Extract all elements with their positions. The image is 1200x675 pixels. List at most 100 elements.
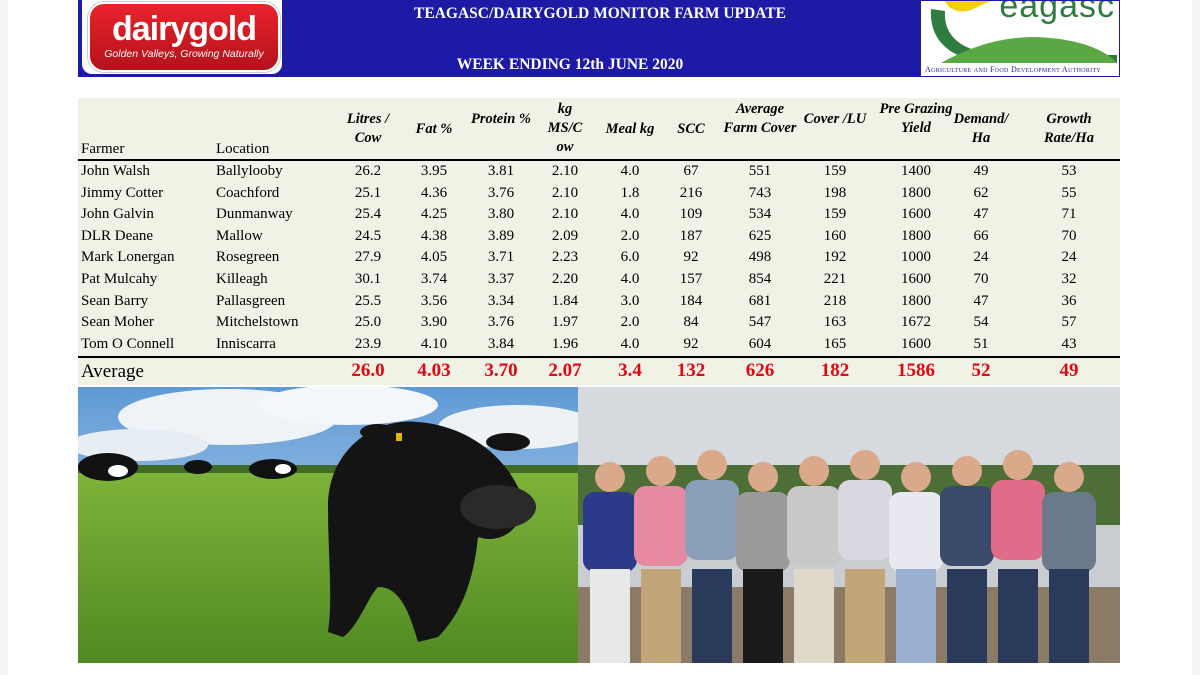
teagasc-subtitle: Agriculture and Food Development Authori… (925, 65, 1102, 74)
column-header-protein: Protein % (470, 111, 531, 127)
teagasc-logo: eagasc Agriculture and Food Development … (920, 0, 1120, 77)
table-cell: 4.38 (420, 227, 448, 244)
person-legs (692, 569, 732, 663)
average-label: Average (81, 361, 144, 382)
table-cell: 25.5 (354, 292, 382, 309)
farmer-name: Tom O Connell (81, 335, 175, 352)
person-head (1003, 450, 1033, 480)
table-cell: 1800 (901, 184, 931, 201)
table-cell: 1.96 (551, 335, 579, 352)
average-value: 3.70 (484, 360, 518, 381)
table-cell: 2.0 (620, 227, 640, 244)
table-cell: 3.56 (420, 292, 448, 309)
table-cell: 25.1 (354, 184, 382, 201)
person-legs (794, 569, 834, 663)
table-cell: 221 (823, 271, 847, 287)
table-row: Tom O Connell Inniscarra 23.9 4.10 3.84 1.96 4… (78, 334, 1120, 356)
table-cell: 2.09 (551, 227, 579, 244)
table-cell: 2.10 (551, 206, 579, 223)
average-row: Average 26.0 4.03 3.70 2.07 3.4 132 626 182 1586… (78, 359, 1120, 385)
table-cell: 4.36 (420, 184, 448, 201)
table-cell: 547 (748, 314, 772, 331)
table-cell: 4.05 (420, 249, 448, 266)
table-cell: 4.0 (620, 335, 640, 352)
cow-in-field-photo (78, 387, 578, 663)
table-cell: 71 (1061, 206, 1077, 223)
person-head (697, 450, 727, 480)
person-torso (1042, 492, 1096, 572)
person-torso (634, 486, 688, 566)
table-row: John Walsh Ballylooby 26.2 3.95 3.81 2.10 4.0 6… (78, 161, 1120, 183)
table-cell: 70 (973, 271, 989, 287)
table-cell: 1600 (901, 206, 931, 223)
farmer-name: Sean Barry (81, 292, 149, 309)
person-torso (991, 480, 1045, 560)
person-head (952, 456, 982, 486)
person-torso (685, 480, 739, 560)
table-cell: 625 (748, 227, 772, 244)
average-value: 26.0 (351, 360, 385, 381)
average-value: 626 (745, 360, 775, 381)
table-row: John Galvin Dunmanway 25.4 4.25 3.80 2.10 4.0 1… (78, 204, 1120, 226)
table-cell: 3.76 (487, 314, 515, 331)
farmer-name: John Walsh (81, 163, 150, 179)
table-cell: 66 (973, 227, 989, 244)
person-legs (998, 569, 1038, 663)
farm-location: Inniscarra (216, 335, 276, 352)
table-cell: 3.89 (487, 227, 515, 244)
table-cell: 3.76 (487, 184, 515, 201)
group-photo-graphic (578, 387, 1120, 663)
table-cell: 62 (973, 184, 989, 201)
farm-location: Mallow (216, 227, 263, 244)
table-row: Sean Barry Pallasgreen 25.5 3.56 3.34 1.84 3.0… (78, 291, 1120, 313)
column-header-farmer: Farmer (81, 141, 125, 157)
average-value: 132 (676, 360, 706, 381)
table-cell: 160 (823, 227, 847, 244)
table-cell: 2.23 (551, 249, 579, 266)
table-cell: 3.37 (487, 271, 515, 287)
person-legs (1049, 569, 1089, 663)
farmer-name: John Galvin (81, 206, 154, 223)
person-head (901, 462, 931, 492)
table-cell: 192 (823, 249, 847, 266)
table-cell: 1.84 (551, 292, 579, 309)
farm-location: Mitchelstown (216, 314, 299, 331)
farm-location: Ballylooby (216, 163, 283, 179)
column-header-location: Location (216, 141, 270, 157)
farmers-group-photo (578, 387, 1120, 663)
farm-location: Coachford (216, 184, 280, 201)
table-cell: 3.81 (487, 163, 515, 179)
table-cell: 26.2 (354, 163, 382, 179)
farmer-name: Jimmy Cotter (81, 184, 164, 201)
average-value: 2.07 (548, 360, 582, 381)
table-cell: 163 (823, 314, 847, 331)
person-torso (940, 486, 994, 566)
table-cell: 159 (823, 206, 847, 223)
table-cell: 6.0 (620, 249, 640, 266)
average-value: 49 (1059, 360, 1079, 381)
table-cell: 534 (748, 206, 772, 223)
table-row: Pat Mulcahy Killeagh 30.1 3.74 3.37 2.20 4.0 15… (78, 269, 1120, 291)
column-header-pre-grazing-yield: Pre Grazing Yield (879, 101, 953, 136)
person-head (595, 462, 625, 492)
table-cell: 24 (973, 249, 989, 266)
person-torso (736, 492, 790, 572)
table-row: Sean Moher Mitchelstown 25.0 3.90 3.76 1.97 2.… (78, 312, 1120, 334)
dairygold-tagline: Golden Valleys, Growing Naturally (104, 48, 264, 60)
table-cell: 30.1 (354, 271, 382, 287)
column-header-demand-ha: Demand/ Ha (953, 111, 1009, 146)
table-cell: 1.8 (620, 184, 640, 201)
person-torso (889, 492, 943, 572)
person-legs (743, 569, 783, 663)
table-cell: 1800 (901, 292, 931, 309)
table-cell: 92 (683, 335, 699, 352)
farm-location: Dunmanway (216, 206, 293, 223)
table-cell: 1672 (901, 314, 931, 331)
person-head (646, 456, 676, 486)
farmer-name: Sean Moher (81, 314, 154, 331)
table-cell: 3.34 (487, 292, 515, 309)
table-cell: 3.74 (420, 271, 448, 287)
farm-location: Pallasgreen (216, 292, 286, 309)
table-cell: 49 (973, 163, 989, 179)
farmer-name: DLR Deane (81, 227, 154, 244)
